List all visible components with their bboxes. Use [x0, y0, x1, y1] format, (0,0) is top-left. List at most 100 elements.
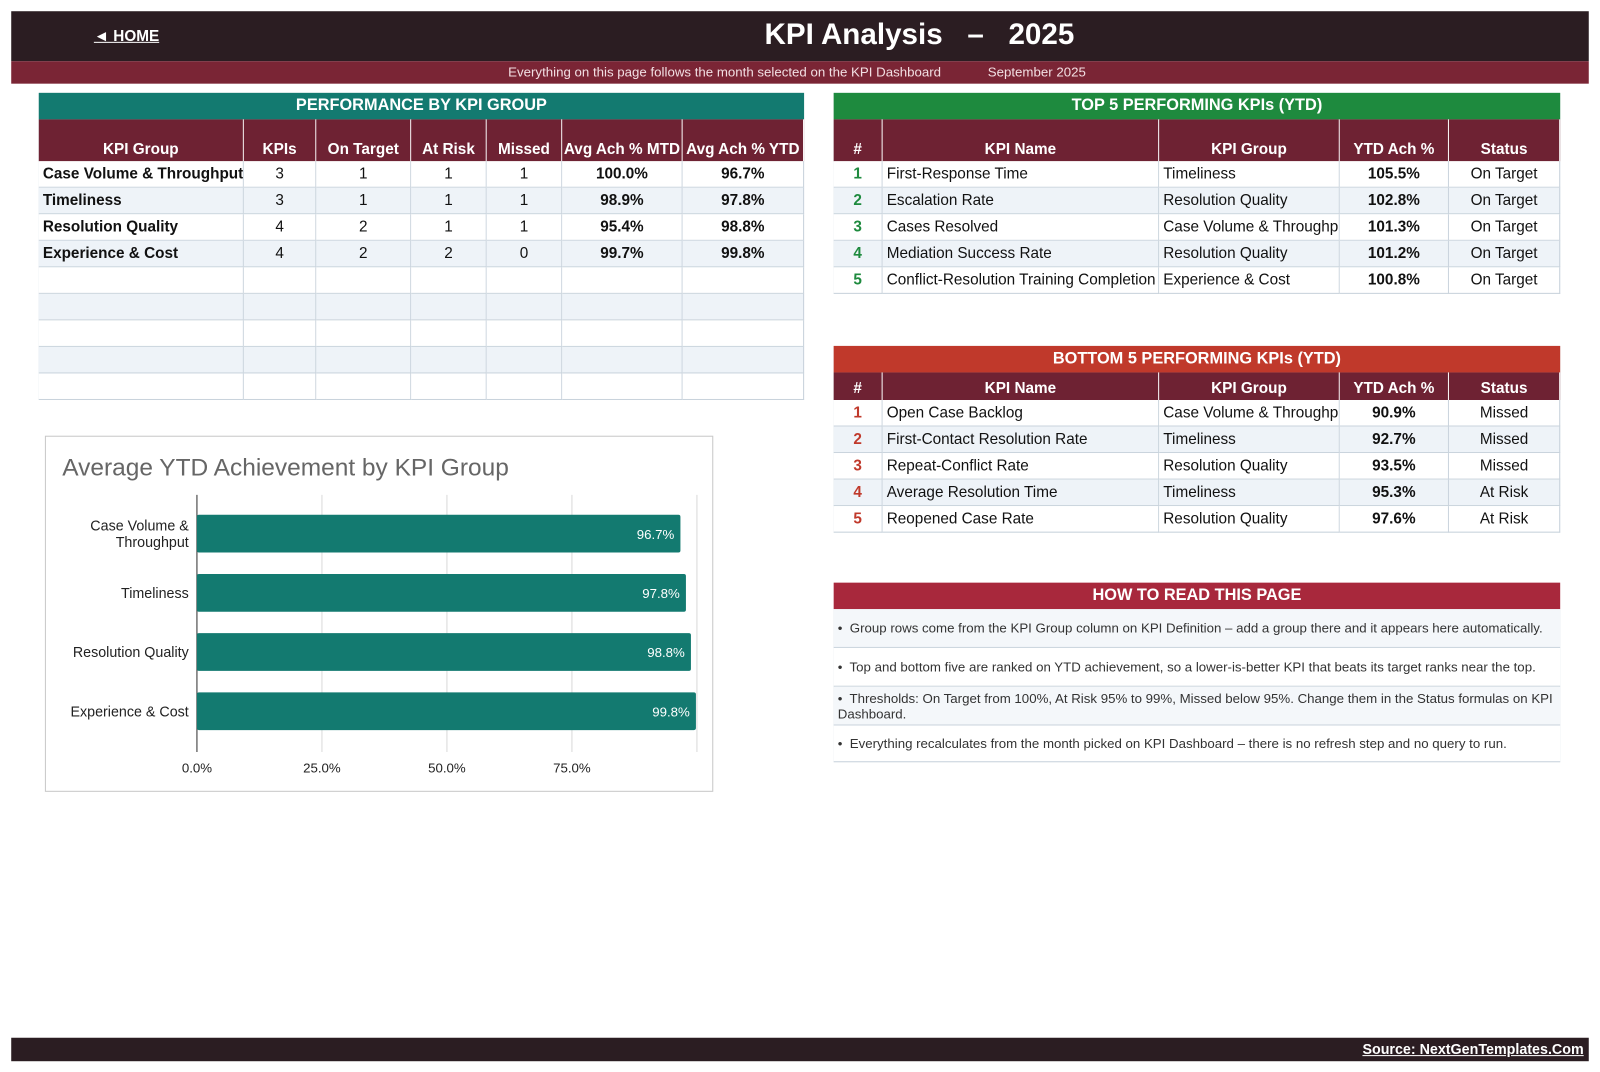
table-cell: 5	[833, 506, 883, 533]
note-text: Group rows come from the KPI Group colum…	[849, 620, 1543, 636]
table-cell: 105.5%	[1339, 161, 1449, 188]
table-cell: 2	[316, 214, 412, 241]
table-title: TOP 5 PERFORMING KPIs (YTD)	[833, 92, 1561, 120]
month: September 2025	[987, 64, 1086, 80]
home-link[interactable]: ◄ HOME	[93, 27, 160, 45]
empty-cell	[316, 346, 412, 374]
bullet: • Thresholds: On Target from 100%, At Ri…	[838, 690, 1556, 721]
empty-cell	[411, 320, 487, 347]
table-cell: On Target	[1448, 267, 1561, 294]
table-cell: 2	[833, 426, 883, 454]
column-header: KPI Name	[882, 119, 1160, 162]
table-cell: 93.5%	[1339, 453, 1449, 480]
x-tick-label: 0.0%	[182, 760, 212, 775]
table-cell: Resolution Quality	[1159, 453, 1340, 480]
empty-cell	[486, 267, 563, 294]
table-cell: 96.7%	[682, 161, 805, 188]
table-cell: 1	[316, 187, 412, 215]
table-cell: Mediation Success Rate	[882, 240, 1160, 268]
empty-cell	[682, 346, 805, 374]
table-cell: Cases Resolved	[882, 214, 1160, 241]
empty-cell	[562, 320, 683, 347]
empty-cell	[243, 267, 317, 294]
column-header: #	[833, 119, 883, 162]
bullet-mark: •	[837, 690, 850, 706]
table-cell: First-Contact Resolution Rate	[882, 426, 1160, 454]
table-cell: 1	[833, 161, 883, 188]
page-title: KPI Analysis – 2025	[764, 18, 1075, 52]
column-header: Avg Ach % YTD	[682, 119, 805, 162]
x-tick-label: 50.0%	[428, 760, 466, 775]
table-cell: Resolution Quality	[1159, 506, 1340, 533]
value-label: 97.8%	[642, 586, 680, 601]
empty-cell	[411, 346, 487, 374]
empty-cell	[562, 346, 683, 374]
table-title: PERFORMANCE BY KPI GROUP	[38, 92, 805, 120]
table-cell: 3	[833, 453, 883, 480]
bullet: • Top and bottom five are ranked on YTD …	[838, 659, 1536, 674]
bullet-mark: •	[837, 735, 850, 752]
empty-cell	[411, 267, 487, 294]
table-cell: Timeliness	[1159, 161, 1340, 188]
y-tick-label: Timeliness	[121, 584, 189, 602]
table-cell: Experience & Cost	[1159, 267, 1340, 294]
table-cell: Timeliness	[38, 187, 244, 215]
empty-cell	[316, 320, 412, 347]
subtitle: Everything on this page follows the mont…	[508, 64, 942, 80]
empty-cell	[562, 373, 683, 400]
table-cell: On Target	[1448, 214, 1561, 241]
table-cell: Missed	[1448, 426, 1561, 454]
table-cell: 5	[833, 267, 883, 294]
table-cell: 2	[316, 240, 412, 268]
header-bar	[11, 11, 1589, 62]
bar	[196, 692, 696, 731]
bar	[196, 514, 681, 553]
note-row: • Everything recalculates from the month…	[833, 725, 1561, 763]
empty-cell	[486, 293, 563, 321]
chart: Average YTD Achievement by KPI Group 0.0%…	[62, 455, 698, 775]
table-cell: 1	[833, 399, 883, 427]
table-cell: 4	[833, 240, 883, 268]
column-header: On Target	[316, 119, 412, 162]
y-tick-label: Resolution Quality	[72, 643, 189, 661]
value-label: 99.8%	[652, 704, 690, 719]
note-row: • Thresholds: On Target from 100%, At Ri…	[833, 686, 1561, 726]
table-cell: 3	[833, 214, 883, 241]
column-header: YTD Ach %	[1339, 119, 1449, 162]
table-cell: 2	[411, 240, 487, 268]
value-label: 98.8%	[647, 645, 685, 660]
table-cell: First-Response Time	[882, 161, 1160, 188]
table-cell: Repeat-Conflict Rate	[882, 453, 1160, 480]
table-cell: 2	[833, 187, 883, 215]
empty-cell	[38, 320, 244, 347]
table-cell: Case Volume & Throughput	[1159, 399, 1340, 427]
column-header: Status	[1448, 119, 1561, 162]
table-cell: Case Volume & Throughput	[1159, 214, 1340, 241]
table-cell: 1	[411, 187, 487, 215]
table-cell: 4	[243, 214, 317, 241]
column-header: KPI Name	[882, 372, 1160, 400]
empty-cell	[486, 373, 563, 400]
chart-title: Average YTD Achievement by KPI Group	[62, 455, 509, 482]
empty-cell	[316, 267, 412, 294]
table-cell: 100.0%	[562, 161, 683, 188]
table-cell: On Target	[1448, 240, 1561, 268]
table-cell: 1	[486, 161, 563, 188]
table-cell: Case Volume & Throughput	[38, 161, 244, 188]
table-cell: Conflict-Resolution Training Completion	[882, 267, 1160, 294]
empty-cell	[411, 373, 487, 400]
column-header: Missed	[486, 119, 563, 162]
empty-cell	[562, 293, 683, 321]
table-cell: Timeliness	[1159, 426, 1340, 454]
empty-cell	[316, 293, 412, 321]
table-cell: Missed	[1448, 399, 1561, 427]
table-cell: 95.4%	[562, 214, 683, 241]
empty-cell	[243, 293, 317, 321]
column-header: #	[833, 372, 883, 400]
table-cell: 100.8%	[1339, 267, 1449, 294]
column-header: YTD Ach %	[1339, 372, 1449, 400]
table-cell: Resolution Quality	[1159, 187, 1340, 215]
empty-cell	[38, 293, 244, 321]
table-cell: 92.7%	[1339, 426, 1449, 454]
